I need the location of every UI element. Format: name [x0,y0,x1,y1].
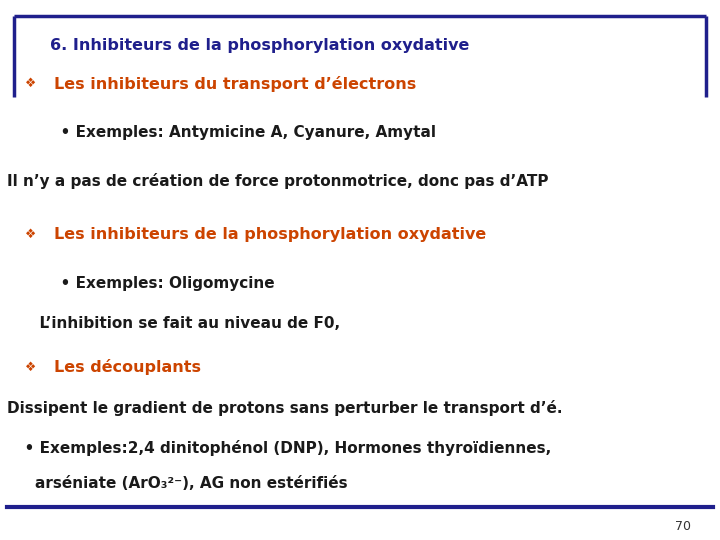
Text: Il n’y a pas de création de force protonmotrice, donc pas d’ATP: Il n’y a pas de création de force proton… [7,173,549,189]
Text: Les inhibiteurs du transport d’électrons: Les inhibiteurs du transport d’électrons [54,76,416,92]
Text: Les découplants: Les découplants [54,359,201,375]
Text: arséniate (ArO₃²⁻), AG non estérifiés: arséniate (ArO₃²⁻), AG non estérifiés [14,476,348,491]
Text: 70: 70 [675,520,691,533]
Text: ❖: ❖ [25,228,37,241]
Text: • Exemples: Antymicine A, Cyanure, Amytal: • Exemples: Antymicine A, Cyanure, Amyta… [50,125,436,140]
Text: • Exemples: Oligomycine: • Exemples: Oligomycine [50,276,275,291]
Text: 6. Inhibiteurs de la phosphorylation oxydative: 6. Inhibiteurs de la phosphorylation oxy… [50,38,469,53]
Text: • Exemples:2,4 dinitophénol (DNP), Hormones thyroïdiennes,: • Exemples:2,4 dinitophénol (DNP), Hormo… [14,440,552,456]
Text: Les inhibiteurs de la phosphorylation oxydative: Les inhibiteurs de la phosphorylation ox… [54,227,486,242]
Text: ❖: ❖ [25,361,37,374]
Text: L’inhibition se fait au niveau de F0,: L’inhibition se fait au niveau de F0, [29,316,340,332]
Text: ❖: ❖ [25,77,37,90]
Text: Dissipent le gradient de protons sans perturber le transport d’é.: Dissipent le gradient de protons sans pe… [7,400,563,416]
